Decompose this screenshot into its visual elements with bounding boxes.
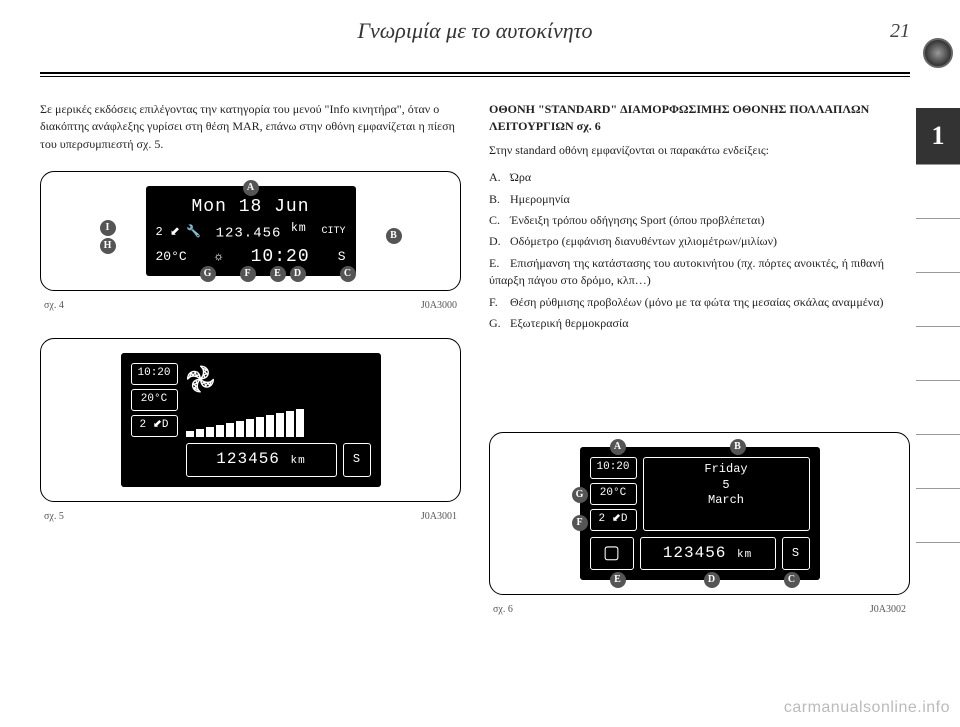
chapter-sidebar: 1	[916, 18, 960, 727]
callout-h: H	[100, 238, 116, 254]
brand-logo-icon	[923, 38, 953, 68]
callout-a: A	[243, 180, 259, 196]
legend-item: C. Ένδειξη τρόπου οδήγησης Sport (όπου π…	[489, 212, 910, 229]
fig5-caption: σχ. 5 J0A3001	[40, 510, 461, 525]
page-number: 21	[890, 20, 910, 43]
legend-list: A. Ώρα B. Ημερομηνία C. Ένδειξη τρόπου οδή…	[489, 169, 910, 332]
fig6-s: S	[782, 537, 810, 570]
gauge-bar	[266, 415, 274, 437]
fig5-bars	[186, 409, 371, 437]
sun-icon: ☼	[215, 248, 223, 267]
section-desc: Στην standard οθόνη εμφανίζονται οι παρα…	[489, 142, 910, 159]
page-header: Γνωριμία με το αυτοκίνητο 21	[40, 18, 910, 68]
gauge-bar	[276, 413, 284, 437]
legend-item: E. Επισήμανση της κατάστασης του αυτοκιν…	[489, 255, 910, 290]
callout6-e: E	[610, 572, 626, 588]
tab-spacer	[916, 272, 960, 326]
fig6-odo: 123456 km	[640, 537, 776, 570]
callout-b: B	[386, 228, 402, 244]
gauge-bar	[186, 431, 194, 437]
fig4-caption: σχ. 4 J0A3000	[40, 299, 461, 314]
fig5-screen: 10:20 20°C 2 ⬋D 𖣘 123456 km S	[121, 353, 381, 487]
callout6-a: A	[610, 439, 626, 455]
gauge-bar	[226, 423, 234, 437]
callout-i: I	[100, 220, 116, 236]
fig4-temp: 20°C	[156, 248, 187, 267]
tab-spacer	[916, 164, 960, 218]
section-title: ΟΘΟΝΗ "STANDARD" ΔΙΑΜΟΡΦΩΣΙΜΗΣ ΟΘΟΝΗΣ ΠΟ…	[489, 101, 910, 136]
fig6-time: 10:20	[590, 457, 637, 479]
gauge-bar	[196, 429, 204, 437]
gauge-bar	[286, 411, 294, 437]
gauge-bar	[206, 427, 214, 437]
fig5-time: 10:20	[131, 363, 178, 385]
gauge-bar	[216, 425, 224, 437]
callout-e: E	[270, 266, 286, 282]
fig4-s: S	[338, 248, 346, 267]
fig5-caption-left: σχ. 5	[44, 510, 64, 525]
header-title: Γνωριμία με το αυτοκίνητο	[357, 18, 592, 44]
callout-c: C	[340, 266, 356, 282]
turbo-icon: 𖣘	[186, 363, 371, 404]
tab-spacer	[916, 326, 960, 380]
legend-item: G. Εξωτερική θερμοκρασία	[489, 315, 910, 332]
fig4-screen: Mon 18 Jun 2 ⬋ 🔧 123.456 km CITY 20°C ☼ …	[146, 186, 356, 276]
tab-spacer	[916, 542, 960, 596]
legend-item: B. Ημερομηνία	[489, 191, 910, 208]
callout6-b: B	[730, 439, 746, 455]
callout6-g: G	[572, 487, 588, 503]
tab-spacer	[916, 380, 960, 434]
gauge-bar	[246, 419, 254, 437]
left-column: Σε μερικές εκδόσεις επιλέγοντας την κατη…	[40, 101, 461, 642]
header-rule-thin	[40, 76, 910, 77]
callout6-c: C	[784, 572, 800, 588]
fig5-caption-right: J0A3001	[421, 510, 457, 525]
fig6-gear: 2 ⬋D	[590, 509, 637, 531]
right-column: ΟΘΟΝΗ "STANDARD" ΔΙΑΜΟΡΦΩΣΙΜΗΣ ΟΘΟΝΗΣ ΠΟ…	[489, 101, 910, 642]
callout-g: G	[200, 266, 216, 282]
gauge-bar	[256, 417, 264, 437]
fig6-caption-right: J0A3002	[870, 603, 906, 618]
header-rule-thick	[40, 72, 910, 74]
figure-4: Mon 18 Jun 2 ⬋ 🔧 123.456 km CITY 20°C ☼ …	[40, 171, 461, 291]
callout-d: D	[290, 266, 306, 282]
fig5-odo: 123456 km	[186, 443, 337, 476]
fig5-s: S	[343, 443, 371, 476]
fig4-date: Mon 18 Jun	[156, 194, 346, 220]
tab-spacer	[916, 434, 960, 488]
figure-5: 10:20 20°C 2 ⬋D 𖣘 123456 km S	[40, 338, 461, 502]
fig5-gear: 2 ⬋D	[131, 415, 178, 437]
watermark: carmanualsonline.info	[784, 699, 950, 717]
callout6-f: F	[572, 515, 588, 531]
callout6-d: D	[704, 572, 720, 588]
fig6-caption-left: σχ. 6	[493, 603, 513, 618]
fig4-odo: 123.456 km	[207, 220, 316, 244]
figure-6: 10:20 20°C 2 ⬋D Friday 5 March	[489, 432, 910, 595]
wrench-icon: 🔧	[186, 224, 201, 241]
fig6-caption: σχ. 6 J0A3002	[489, 603, 910, 618]
fig6-temp: 20°C	[590, 483, 637, 505]
gauge-bar	[236, 421, 244, 437]
intro-paragraph: Σε μερικές εκδόσεις επιλέγοντας την κατη…	[40, 101, 461, 153]
legend-item: A. Ώρα	[489, 169, 910, 186]
fig4-city: CITY	[321, 225, 345, 240]
gauge-bar	[296, 409, 304, 437]
callout-f: F	[240, 266, 256, 282]
fig4-caption-right: J0A3000	[421, 299, 457, 314]
legend-item: D. Οδόμετρο (εμφάνιση διανυθέντων χιλιομ…	[489, 233, 910, 250]
fig4-caption-left: σχ. 4	[44, 299, 64, 314]
chapter-number: 1	[916, 108, 960, 164]
fig6-date: Friday 5 March	[643, 457, 810, 531]
tab-spacer	[916, 488, 960, 542]
fig5-temp: 20°C	[131, 389, 178, 411]
tab-spacer	[916, 218, 960, 272]
fig6-screen: 10:20 20°C 2 ⬋D Friday 5 March	[580, 447, 820, 580]
fig4-gear: 2 ⬋	[156, 224, 180, 241]
legend-item: F. Θέση ρύθμισης προβολέων (μόνο με τα φ…	[489, 294, 910, 311]
door-icon: ▢	[590, 537, 634, 570]
